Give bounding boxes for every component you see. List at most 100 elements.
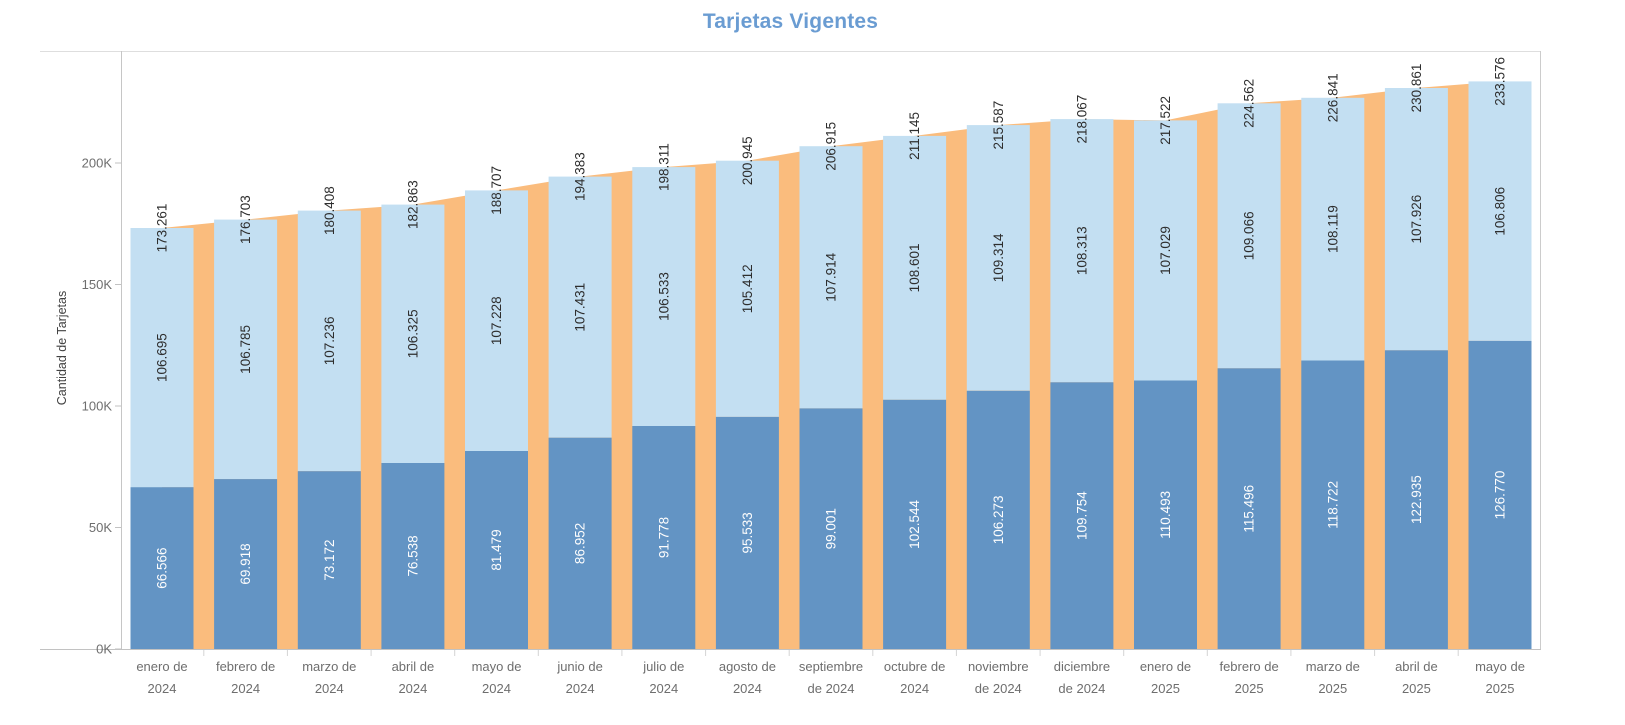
- bar-segment-top[interactable]: [548, 176, 612, 438]
- x-axis-tick-label: septiembre de 2024: [799, 659, 863, 696]
- x-axis-tick-label: abril de 2024: [392, 659, 435, 696]
- bar-segment-top[interactable]: [130, 228, 194, 488]
- total-value-label: 218.067: [1074, 95, 1089, 144]
- total-value-label: 200.945: [740, 136, 755, 185]
- x-axis-tick-label: abril de 2025: [1395, 659, 1438, 696]
- total-value-label: 198.311: [656, 143, 671, 191]
- top-segment-value-label: 106.533: [656, 272, 671, 321]
- bar-segment-top[interactable]: [883, 135, 947, 400]
- x-axis-tick-label: mayo de 2025: [1475, 659, 1525, 696]
- y-axis-title: Cantidad de Tarjetas: [55, 290, 69, 406]
- bar-segment-top[interactable]: [1468, 81, 1532, 341]
- top-segment-value-label: 108.313: [1074, 226, 1089, 275]
- bar-segment-bottom[interactable]: [130, 487, 194, 649]
- top-segment-value-label: 107.029: [1158, 226, 1173, 275]
- bar-segment-bottom[interactable]: [381, 463, 445, 649]
- total-value-label: 211.145: [907, 112, 922, 160]
- bar-segment-bottom[interactable]: [1217, 368, 1281, 649]
- top-segment-value-label: 107.914: [824, 252, 839, 301]
- bottom-segment-value-label: 81.479: [489, 529, 504, 570]
- bar-segment-bottom[interactable]: [799, 408, 863, 649]
- bar-segment-top[interactable]: [214, 219, 278, 480]
- top-segment-value-label: 109.066: [1242, 211, 1257, 260]
- x-axis-tick-label: enero de 2025: [1140, 659, 1191, 696]
- bottom-segment-value-label: 73.172: [322, 539, 337, 580]
- bottom-segment-value-label: 91.778: [656, 517, 671, 558]
- bar-segment-bottom[interactable]: [1050, 382, 1114, 649]
- top-segment-value-label: 105.412: [740, 264, 755, 313]
- total-value-label: 180.408: [322, 186, 337, 235]
- bar-segment-top[interactable]: [715, 160, 779, 417]
- total-value-label: 173.261: [155, 204, 170, 253]
- total-value-label: 176.703: [238, 195, 253, 244]
- y-axis-tick-label: 100K: [82, 399, 113, 414]
- bottom-segment-value-label: 106.273: [991, 495, 1006, 544]
- bar-segment-bottom[interactable]: [548, 437, 612, 649]
- bottom-segment-value-label: 109.754: [1074, 491, 1089, 540]
- top-segment-value-label: 108.601: [907, 243, 922, 292]
- bar-segment-bottom[interactable]: [297, 471, 361, 649]
- top-segment-value-label: 107.228: [489, 296, 504, 345]
- total-value-label: 233.576: [1493, 57, 1508, 106]
- bar-segment-top[interactable]: [381, 204, 445, 463]
- total-value-label: 194.383: [573, 152, 588, 201]
- total-value-label: 226.841: [1325, 73, 1340, 122]
- bottom-segment-value-label: 99.001: [824, 508, 839, 549]
- bar-segment-top[interactable]: [799, 146, 863, 409]
- bar-segment-bottom[interactable]: [632, 426, 696, 649]
- total-value-label: 206.915: [824, 122, 839, 171]
- bar-segment-top[interactable]: [632, 167, 696, 426]
- bottom-segment-value-label: 126.770: [1493, 471, 1508, 520]
- total-value-label: 215.587: [991, 101, 1006, 150]
- top-segment-value-label: 106.806: [1493, 187, 1508, 236]
- bar-segment-bottom[interactable]: [1301, 360, 1365, 650]
- x-axis-tick-label: noviembre de 2024: [968, 659, 1029, 696]
- chart-title: Tarjetas Vigentes: [702, 10, 879, 33]
- bar-segment-top[interactable]: [1134, 120, 1197, 381]
- total-value-label: 188.707: [489, 166, 504, 215]
- bar-segment-top[interactable]: [1384, 88, 1448, 351]
- bar-segment-top[interactable]: [1217, 103, 1281, 369]
- top-segment-value-label: 107.926: [1409, 195, 1424, 244]
- x-axis-tick-label: marzo de 2024: [302, 659, 356, 696]
- bar-segment-top[interactable]: [297, 210, 361, 472]
- top-segment-value-label: 107.431: [573, 283, 588, 332]
- bottom-segment-value-label: 76.538: [405, 535, 420, 576]
- bar-segment-bottom[interactable]: [465, 451, 528, 649]
- bar-segment-bottom[interactable]: [883, 399, 947, 649]
- top-segment-value-label: 106.785: [238, 325, 253, 374]
- bar-segment-top[interactable]: [465, 190, 528, 451]
- y-axis-tick-label: 0K: [96, 642, 112, 657]
- x-axis-tick-label: enero de 2024: [136, 659, 187, 696]
- bar-segment-top[interactable]: [966, 125, 1030, 391]
- x-axis-tick-label: agosto de 2024: [719, 659, 776, 696]
- bar-segment-bottom[interactable]: [1468, 340, 1532, 649]
- bottom-segment-value-label: 118.722: [1325, 481, 1340, 529]
- y-axis-tick-label: 200K: [82, 156, 113, 171]
- total-value-label: 230.861: [1409, 64, 1424, 113]
- top-segment-value-label: 106.695: [155, 333, 170, 382]
- bar-segment-top[interactable]: [1050, 119, 1114, 383]
- x-axis-tick-label: octubre de 2024: [884, 659, 945, 696]
- top-segment-value-label: 106.325: [405, 309, 420, 358]
- x-axis-tick-label: diciembre de 2024: [1054, 659, 1110, 696]
- bar-segment-bottom[interactable]: [966, 390, 1030, 649]
- bar-segment-bottom[interactable]: [1134, 380, 1197, 650]
- bar-segment-bottom[interactable]: [715, 416, 779, 649]
- total-value-label: 182.863: [405, 180, 420, 229]
- total-value-label: 224.562: [1242, 79, 1257, 128]
- bottom-segment-value-label: 122.935: [1409, 475, 1424, 524]
- bottom-segment-value-label: 95.533: [740, 512, 755, 553]
- bar-segment-top[interactable]: [1301, 97, 1365, 361]
- bottom-segment-value-label: 102.544: [907, 500, 922, 549]
- bar-segment-bottom[interactable]: [214, 479, 278, 649]
- x-axis-tick-label: julio de 2024: [642, 659, 684, 696]
- x-axis-tick-label: febrero de 2025: [1219, 659, 1278, 696]
- x-axis-tick-label: mayo de 2024: [472, 659, 522, 696]
- bottom-segment-value-label: 86.952: [573, 523, 588, 564]
- bar-segment-bottom[interactable]: [1384, 350, 1448, 649]
- bottom-segment-value-label: 69.918: [238, 543, 253, 584]
- top-segment-value-label: 109.314: [991, 233, 1006, 282]
- bottom-segment-value-label: 115.496: [1242, 485, 1257, 533]
